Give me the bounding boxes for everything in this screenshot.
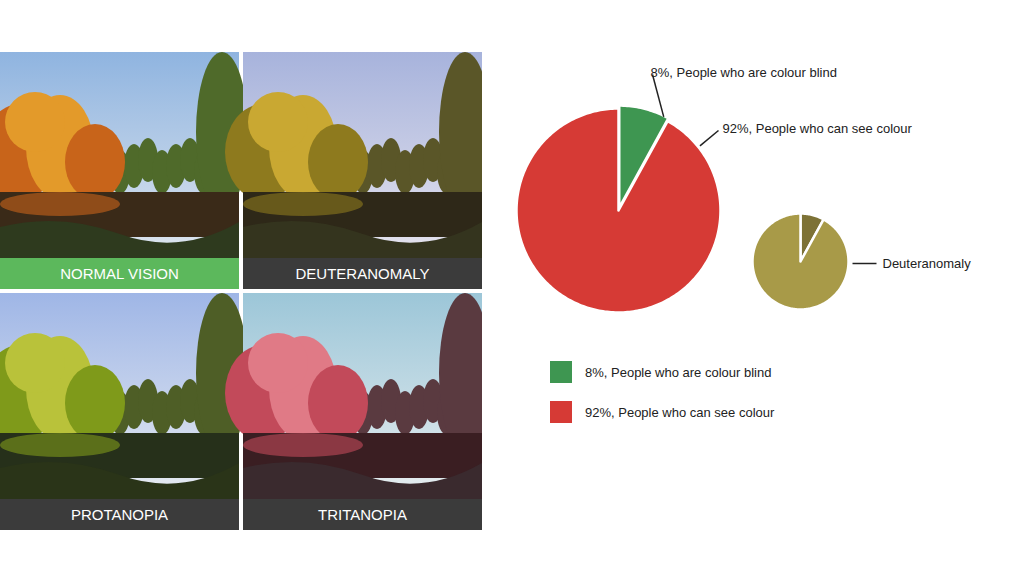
html-text:8%, People who are colour blin: 8%, People who are colour blind [585,364,772,380]
html-text:92%, People who can see colour: 92%, People who can see colour [585,404,775,420]
svg-text:Deuteranomaly: Deuteranomaly [883,256,972,271]
svg-text:92%, People who can see colour: 92%, People who can see colour [723,121,913,136]
svg-text:8%, People who are colour blin: 8%, People who are colour blind [651,65,837,80]
svg-text:PROTANOPIA: PROTANOPIA [71,506,168,523]
svg-text:NORMAL VISION: NORMAL VISION [60,265,179,282]
svg-text:TRITANOPIA: TRITANOPIA [318,506,407,523]
svg-text:DEUTERANOMALY: DEUTERANOMALY [296,265,430,282]
